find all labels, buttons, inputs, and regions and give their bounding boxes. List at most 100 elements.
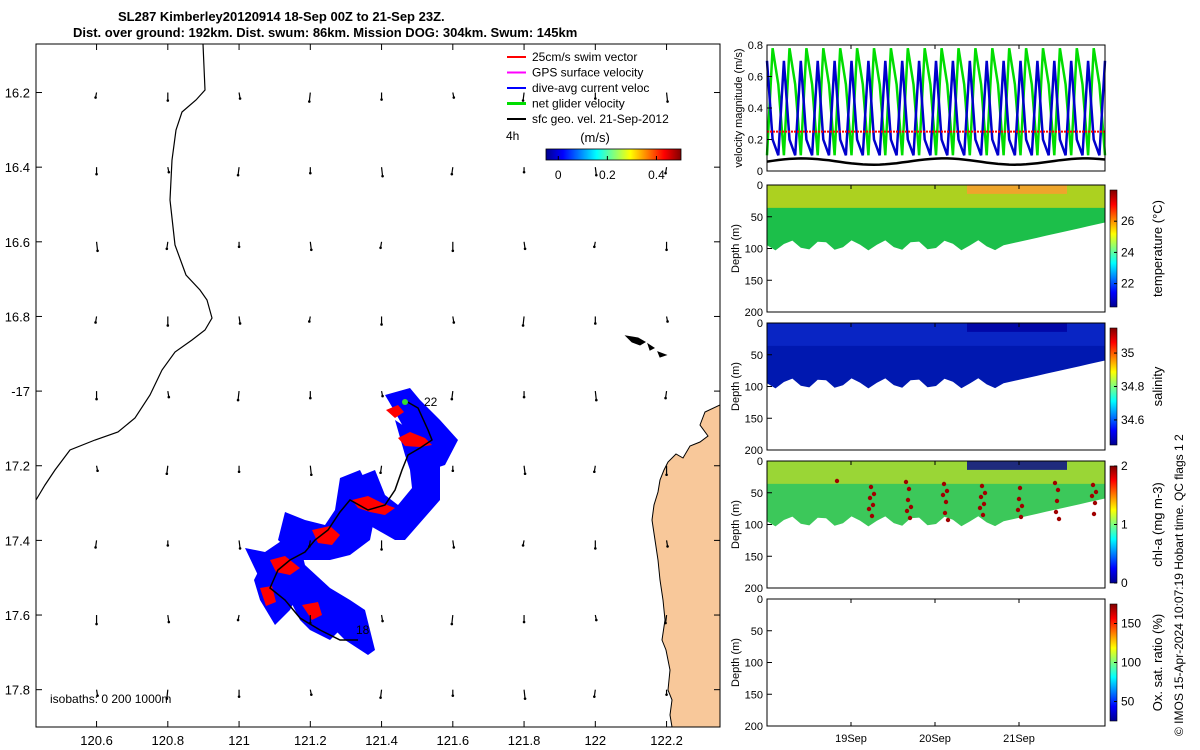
track-swim-vectors [386, 405, 404, 418]
geo-vector-head [165, 247, 169, 251]
section-panel-1: 0 50 100 150 200 Depth (m) 22 24 26 temperature (… [730, 180, 1165, 319]
geo-vector-head [94, 96, 97, 99]
depth-tick-label: 200 [745, 307, 763, 319]
legend-label: dive-avg current veloc [532, 81, 649, 95]
geo-vector-head [595, 618, 598, 622]
chla-high-point [867, 495, 873, 501]
geo-vector-head [238, 97, 242, 100]
geo-vector-head [95, 622, 98, 626]
geo-vector-head [95, 397, 98, 401]
colorbar-label: (m/s) [580, 130, 610, 145]
chla-high-point [869, 513, 875, 519]
colorbar-tick-label: 150 [1121, 617, 1141, 631]
geo-vector-head [236, 618, 240, 622]
velocity-panel: 0 0.2 0.4 0.6 0.8 velocity magnitude (m/s) [733, 40, 1107, 178]
time-tick-label: 20Sep [919, 733, 951, 745]
geo-vector-head [309, 171, 312, 175]
geo-vector [665, 92, 669, 102]
velocity-y-ticks: 0 0.2 0.4 0.6 0.8 [748, 40, 772, 178]
chla-high-point [1019, 503, 1025, 509]
chla-high-point [1092, 500, 1098, 506]
geo-vector [309, 465, 312, 475]
colorbar-label: Ox. sat. ratio (%) [1150, 614, 1165, 712]
section-surface-layer [967, 323, 1067, 332]
geo-vector [451, 391, 454, 400]
depth-tick-label: 100 [745, 520, 763, 532]
track-swim-vectors [352, 496, 395, 515]
depth-axis-label: Depth (m) [730, 638, 742, 687]
chla-high-point [834, 478, 840, 484]
geo-vector [237, 391, 240, 401]
chla-high-point [871, 491, 877, 497]
map-y-tick-label: -17 [11, 384, 30, 399]
chla-high-point [978, 494, 984, 500]
geo-vector [380, 167, 384, 177]
depth-axis-label: Depth (m) [730, 362, 742, 411]
geo-vector [309, 241, 312, 250]
geo-vector-head [666, 320, 669, 323]
geo-vector-head [523, 697, 527, 700]
geo-vector-head [308, 100, 311, 103]
geo-vector-head [309, 621, 312, 625]
map-x-tick-label: 121.6 [437, 733, 470, 748]
geo-vector-head [452, 321, 456, 324]
map-y-tick-label: 17.6 [5, 608, 30, 623]
depth-tick-label: 200 [745, 583, 763, 595]
depth-tick-label: 150 [745, 551, 763, 563]
geo-vector-head [665, 473, 668, 477]
geo-vector-head [236, 398, 240, 402]
velocity-ylabel: velocity magnitude (m/s) [733, 48, 745, 167]
track-start-marker [402, 399, 408, 405]
geo-vector-head [96, 694, 99, 697]
chla-high-point [1018, 514, 1024, 520]
depth-axis-label: Depth (m) [730, 500, 742, 549]
geo-vector [238, 540, 241, 549]
geo-vector-head [94, 546, 97, 549]
geo-vector-head [379, 696, 382, 699]
geo-vector [523, 465, 526, 474]
geo-vector-head [237, 245, 241, 249]
track-dive-avg-vectors [385, 388, 458, 470]
chla-high-point [1015, 507, 1021, 513]
end-label: 18 [356, 623, 370, 637]
geo-vector [308, 92, 311, 102]
track-dive-avg-vectors [278, 470, 375, 560]
geo-vector-head [380, 548, 383, 551]
series-dive-avg-current [765, 60, 1107, 156]
chla-high-point [979, 483, 985, 489]
geo-vector-head [521, 544, 525, 547]
geo-vector-head [310, 248, 313, 252]
geo-vector-head [381, 174, 384, 178]
geo-vector-head [450, 622, 454, 626]
colorbar-tick-label: 34.8 [1121, 380, 1145, 394]
geo-vector-head [594, 97, 597, 100]
speed-colorbar [545, 148, 682, 161]
map-y-tick-label: 17.4 [5, 533, 30, 548]
depth-tick-label: 100 [745, 244, 763, 256]
geo-vector [166, 689, 169, 699]
chla-high-point [905, 497, 911, 503]
geo-vector-head [236, 173, 240, 177]
time-tick-label: 19Sep [835, 733, 867, 745]
colorbar-tick-label: 100 [1121, 656, 1141, 670]
geo-vector-head [95, 172, 98, 176]
chla-high-point [906, 486, 912, 492]
geo-vector-head [523, 472, 527, 476]
depth-axis-label: Depth (m) [730, 224, 742, 273]
chla-high-point [981, 501, 987, 507]
velocity-y-tick-label: 0 [757, 166, 763, 178]
island-cluster [624, 335, 668, 358]
chla-high-point [1056, 516, 1062, 522]
velocity-y-tick-label: 0.2 [748, 135, 763, 147]
colorbar-tick-label: 50 [1121, 695, 1135, 709]
footnote: © IMOS 15-Apr-2024 10:07:19 Hobart time.… [1172, 434, 1186, 736]
geo-vector [95, 241, 99, 251]
map-x-tick-label: 122.2 [650, 733, 683, 748]
colorbar-tick-label: 0.2 [599, 168, 616, 182]
chla-high-point [940, 492, 946, 498]
geo-vector-head [593, 470, 596, 474]
colorbar-tick-label: 0 [1121, 576, 1128, 590]
colorbar-label: chl-a (mg m-3) [1150, 482, 1165, 567]
section-panel-3: 0 50 100 150 200 Depth (m) 0 1 2 chl-a (mg m-3) [730, 456, 1165, 595]
geo-vector [451, 614, 454, 625]
